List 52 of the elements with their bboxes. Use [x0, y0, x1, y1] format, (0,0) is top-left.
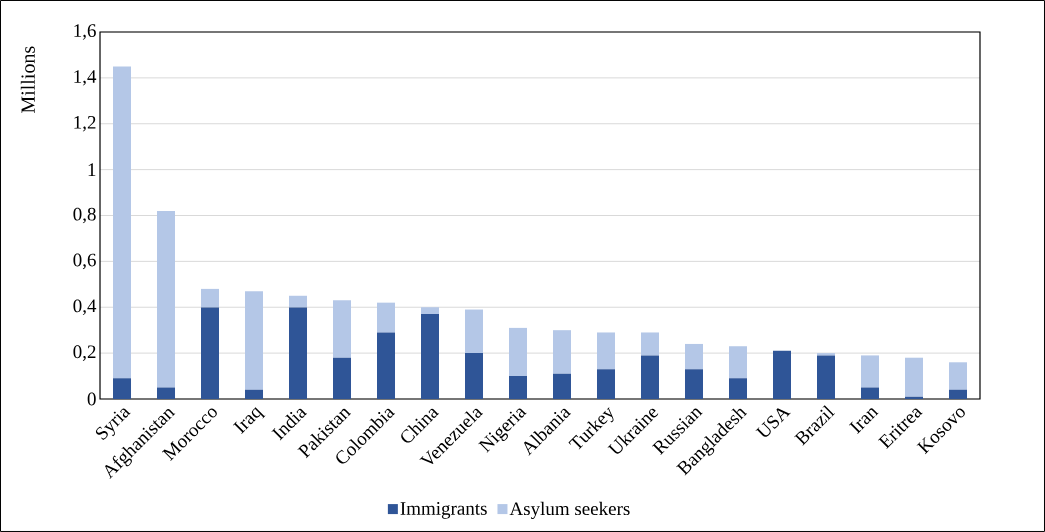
bar — [421, 314, 439, 399]
bar — [465, 309, 483, 354]
y-tick-label: 1,6 — [74, 24, 96, 40]
bar — [553, 330, 571, 374]
legend-label: Asylum seekers — [509, 501, 630, 520]
bar — [597, 369, 615, 399]
bar — [949, 389, 967, 399]
bar — [597, 332, 615, 370]
y-tick-label: 1,4 — [74, 70, 97, 86]
bar — [377, 302, 395, 333]
y-tick-label: 1 — [88, 163, 96, 176]
bar — [245, 291, 264, 390]
bar — [465, 353, 483, 399]
bar — [641, 332, 659, 356]
y-tick-label: 0,8 — [73, 207, 96, 224]
bar — [157, 210, 176, 388]
bar — [333, 357, 351, 399]
bar — [289, 295, 308, 308]
bar — [509, 327, 527, 377]
y-tick-label: 0,2 — [73, 345, 96, 361]
bar — [157, 387, 176, 399]
bar — [641, 355, 659, 399]
bar — [817, 355, 835, 399]
bar — [113, 378, 132, 399]
y-tick-label: 0,4 — [73, 299, 97, 316]
x-tick-label: Iraq — [232, 407, 266, 434]
bar — [905, 357, 923, 397]
bar — [553, 373, 571, 399]
bar — [685, 369, 703, 399]
x-tick-label: Iran — [848, 408, 879, 434]
bar — [773, 350, 791, 399]
bar — [861, 387, 879, 399]
bar — [729, 346, 747, 379]
legend-label: Immigrants — [400, 502, 487, 519]
bar — [509, 376, 527, 399]
bar — [201, 307, 220, 399]
bar — [861, 355, 879, 388]
bar — [289, 307, 308, 399]
x-tick-label: USA — [755, 408, 791, 437]
y-tick-label: 0,6 — [73, 253, 96, 270]
bar — [685, 343, 703, 370]
y-tick-label: 0 — [87, 392, 96, 406]
bar — [333, 300, 351, 358]
bar — [377, 332, 395, 399]
bar — [201, 288, 220, 308]
y-tick-label: 1,2 — [74, 115, 96, 132]
bar — [113, 66, 132, 379]
bar — [949, 362, 967, 390]
y-axis-title: Millions — [20, 46, 35, 114]
bar — [729, 378, 747, 399]
bar — [245, 389, 264, 399]
bar — [421, 307, 439, 315]
